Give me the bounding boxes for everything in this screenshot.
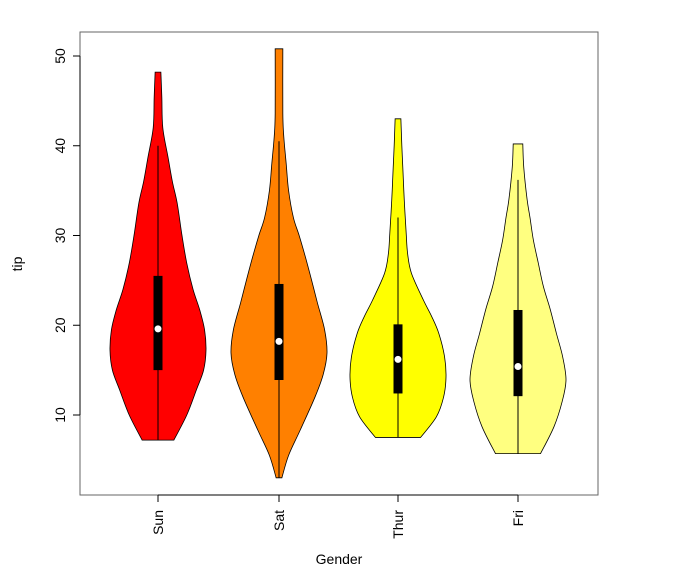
median-point [514,363,522,371]
median-point [275,337,283,345]
y-tick-label: 50 [52,48,68,64]
x-tick-label: Fri [510,510,526,526]
x-axis-label: Gender [316,551,363,567]
y-tick-label: 10 [52,407,68,423]
violin-sun [109,71,207,441]
violin-thur [349,118,447,438]
x-axis: Sun Sat Thur Fri [150,494,526,539]
x-tick-label: Sat [271,510,287,531]
iqr-box [274,283,284,380]
x-tick-label: Sun [150,510,166,535]
y-tick-label: 20 [52,317,68,333]
violin-sat [230,48,328,479]
violins-layer [109,48,567,479]
y-tick-label: 40 [52,138,68,154]
violin-fri [469,143,567,454]
median-point [154,325,162,333]
iqr-box [153,275,163,371]
y-tick-label: 30 [52,228,68,244]
y-axis: 10 20 30 40 50 [52,48,81,423]
y-axis-label: tip [9,256,25,271]
median-point [394,355,402,363]
x-tick-label: Thur [390,510,406,539]
iqr-box [513,309,523,397]
